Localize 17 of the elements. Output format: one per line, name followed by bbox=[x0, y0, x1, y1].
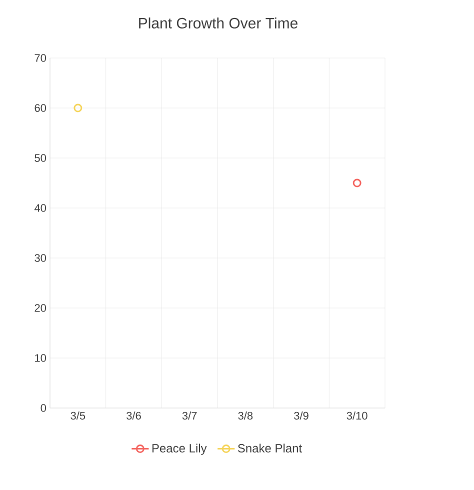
y-tick-label: 70 bbox=[34, 54, 46, 62]
y-tick-label: 40 bbox=[34, 204, 46, 212]
x-tick-label: 3/6 bbox=[126, 412, 141, 420]
x-tick-label: 3/9 bbox=[294, 412, 308, 420]
legend-label: Peace Lily bbox=[152, 444, 207, 455]
chart-title: Plant Growth Over Time bbox=[139, 17, 298, 28]
y-tick-label: 50 bbox=[34, 154, 46, 162]
y-tick-label: 0 bbox=[40, 404, 46, 412]
y-tick-label: 10 bbox=[35, 354, 46, 362]
x-tick-label: 3/7 bbox=[182, 412, 197, 420]
x-tick-label: 3/5 bbox=[70, 412, 86, 420]
legend-label: Snake Plant bbox=[238, 444, 302, 453]
x-tick-label: 3/10 bbox=[346, 412, 368, 420]
y-tick-label: 30 bbox=[34, 254, 46, 262]
y-tick-label: 60 bbox=[34, 104, 46, 112]
y-tick-label: 20 bbox=[34, 304, 46, 312]
x-tick-label: 3/8 bbox=[238, 412, 253, 420]
